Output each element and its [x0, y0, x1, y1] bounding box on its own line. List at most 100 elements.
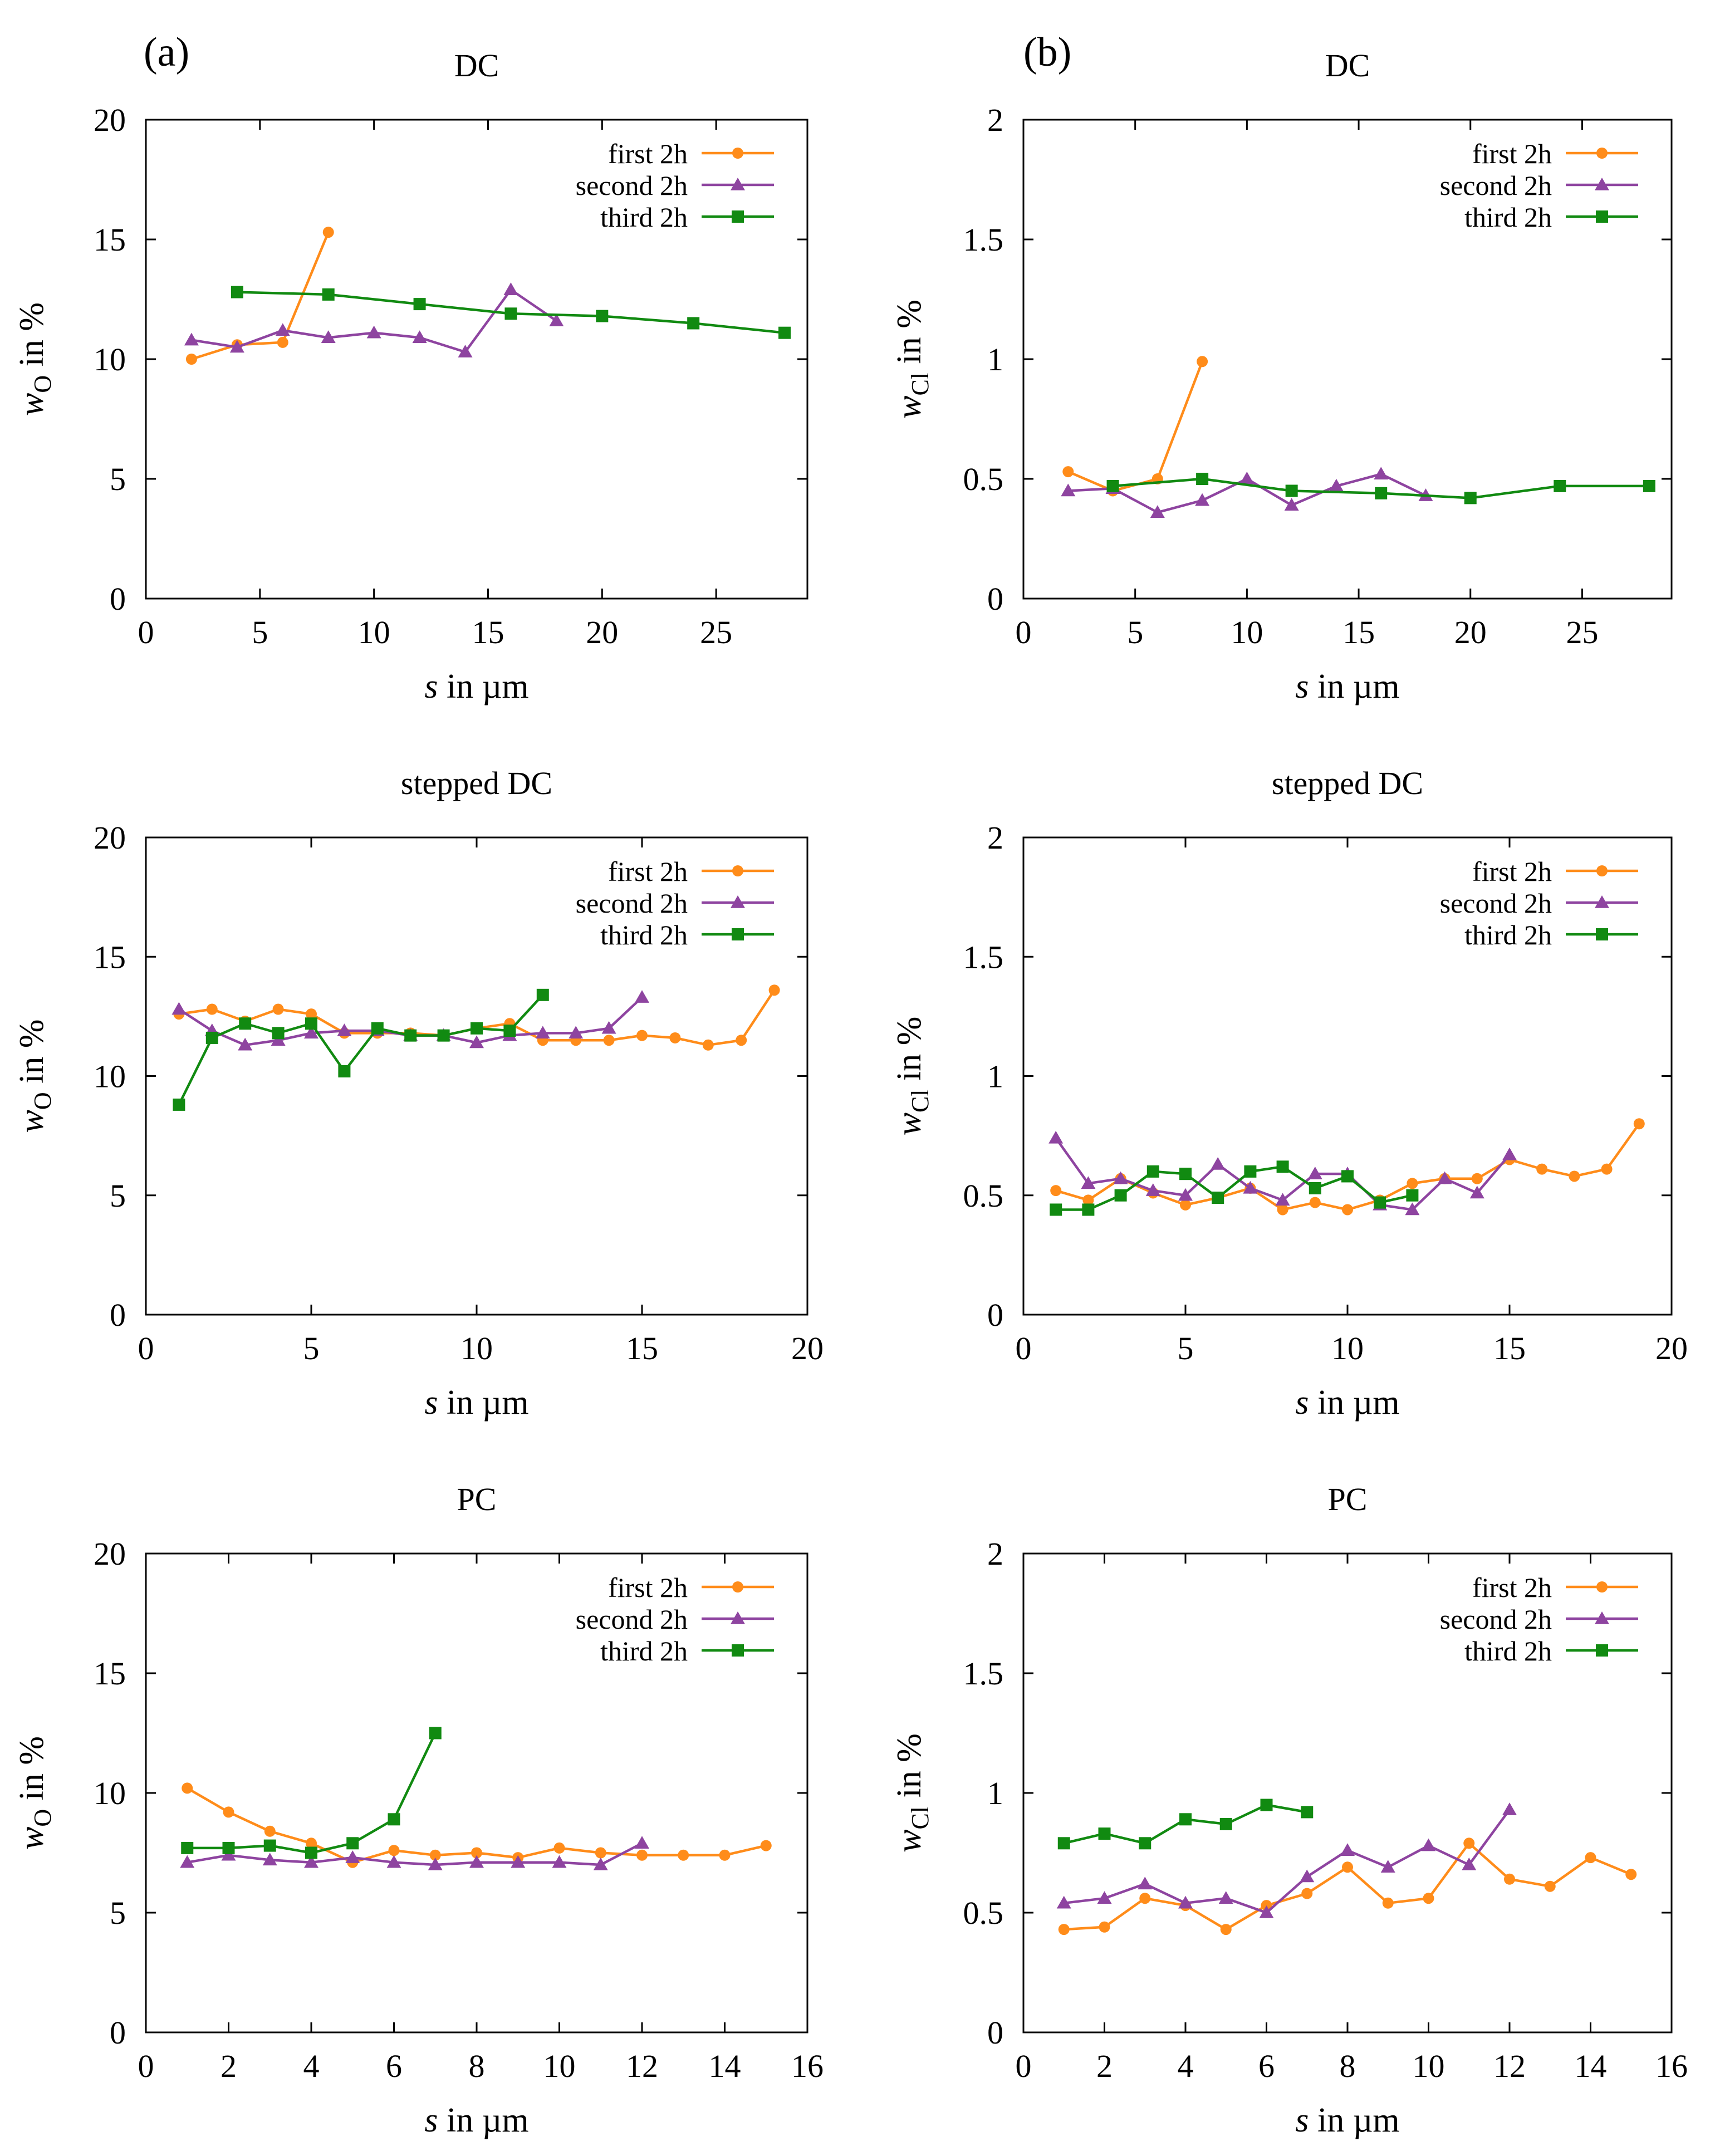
data-point [338, 1065, 351, 1077]
data-point [306, 1837, 317, 1849]
y-tick-label: 10 [94, 1775, 126, 1811]
x-tick-label: 2 [220, 2048, 237, 2084]
data-point [1260, 1799, 1273, 1811]
data-point [229, 340, 244, 353]
legend-label: second 2h [1440, 888, 1552, 919]
x-tick-label: 2 [1096, 2048, 1113, 2084]
y-tick-label: 20 [94, 102, 126, 138]
data-point [185, 354, 197, 365]
y-tick-label: 5 [110, 461, 126, 497]
data-point [1106, 479, 1119, 492]
x-axis-label-unit: in µm [1309, 668, 1399, 705]
data-point [1061, 483, 1076, 497]
series-third-2h [231, 286, 791, 339]
data-point [1050, 1203, 1062, 1216]
data-point [1062, 466, 1074, 478]
data-point [1259, 1905, 1274, 1918]
data-point [1301, 1806, 1314, 1819]
legend-marker [1595, 178, 1609, 190]
series-second-2h [180, 1836, 649, 1870]
data-point [458, 345, 473, 357]
y-tick-label: 15 [94, 939, 126, 975]
chart-title: stepped DC [401, 765, 552, 801]
data-point [1382, 1897, 1394, 1909]
y-tick-label: 20 [94, 1536, 126, 1572]
data-point [1423, 1893, 1434, 1904]
data-point [238, 1037, 253, 1051]
y-axis-label-symbol: w [890, 1113, 928, 1135]
series-third-2h [173, 988, 549, 1111]
data-point [635, 990, 649, 1003]
data-point [1536, 1163, 1548, 1175]
data-point [1340, 1843, 1355, 1856]
data-point [636, 1030, 648, 1041]
x-axis-label-unit: in µm [438, 1384, 528, 1422]
y-tick-label: 0.5 [963, 461, 1004, 497]
data-point [306, 1008, 317, 1020]
x-tick-label: 15 [1493, 1330, 1526, 1366]
x-tick-label: 0 [1016, 614, 1032, 650]
data-point [1554, 479, 1566, 492]
data-point [1341, 1170, 1354, 1183]
data-point [1097, 1891, 1112, 1904]
series-line [187, 1732, 437, 1854]
data-point [1056, 1895, 1071, 1909]
data-point [429, 1727, 442, 1739]
data-point [1276, 1160, 1289, 1173]
data-point [1138, 1876, 1153, 1890]
data-point [171, 1002, 187, 1015]
data-point [1218, 1891, 1233, 1904]
y-tick-label: 5 [110, 1178, 126, 1214]
data-point [231, 286, 243, 298]
y-axis-label: wCl in % [890, 1733, 934, 1853]
y-tick-label: 2 [987, 102, 1003, 138]
data-point [471, 1022, 483, 1035]
legend-marker [732, 865, 743, 876]
data-point [1150, 505, 1165, 518]
x-tick-label: 8 [469, 2048, 485, 2084]
x-tick-label: 4 [1178, 2048, 1194, 2084]
data-point [1196, 473, 1209, 485]
data-point [1375, 487, 1388, 499]
data-point [388, 1845, 400, 1856]
data-point [1145, 1183, 1160, 1196]
y-axis-label-unit: in % [890, 1017, 928, 1090]
data-point [760, 1840, 772, 1851]
data-point [1048, 1130, 1064, 1144]
legend-marker [1596, 148, 1608, 159]
data-point [1057, 1837, 1070, 1850]
data-point [1146, 1165, 1159, 1178]
legend-marker [1596, 210, 1608, 223]
y-tick-label: 0 [987, 1297, 1003, 1333]
data-point [366, 325, 381, 339]
data-point [1139, 1837, 1152, 1850]
y-tick-label: 0.5 [963, 1895, 1004, 1931]
data-point [182, 1782, 193, 1794]
x-axis-label: s in µm [1295, 668, 1399, 705]
chart-6: PC 0 2 4 6 8 10 12 14 16 0 0.5 1 1.5 2 s in µm wCl in % f… [890, 1481, 1688, 2139]
data-point [1277, 1204, 1288, 1216]
legend-label: first 2h [1472, 138, 1552, 169]
data-point [596, 310, 609, 322]
data-point [549, 313, 564, 326]
data-point [180, 1855, 195, 1868]
x-axis-label: s in µm [424, 1384, 528, 1422]
series-third-2h [181, 1727, 442, 1859]
x-tick-label: 10 [358, 614, 390, 650]
y-tick-label: 1.5 [963, 1655, 1004, 1692]
data-point [222, 1841, 235, 1854]
y-axis-label-subscript: Cl [906, 1806, 934, 1830]
y-axis-label-subscript: O [29, 1809, 56, 1827]
x-tick-label: 15 [1342, 614, 1375, 650]
data-point [503, 1025, 516, 1037]
data-point [553, 1842, 565, 1854]
data-point [1342, 1861, 1353, 1873]
x-tick-label: 14 [1575, 2048, 1607, 2084]
data-point [535, 1026, 550, 1039]
y-axis-label-symbol: w [890, 396, 928, 419]
data-point [536, 988, 549, 1001]
legend-label: first 2h [1472, 856, 1552, 887]
y-tick-label: 0 [110, 581, 126, 617]
x-tick-label: 16 [791, 2048, 824, 2084]
